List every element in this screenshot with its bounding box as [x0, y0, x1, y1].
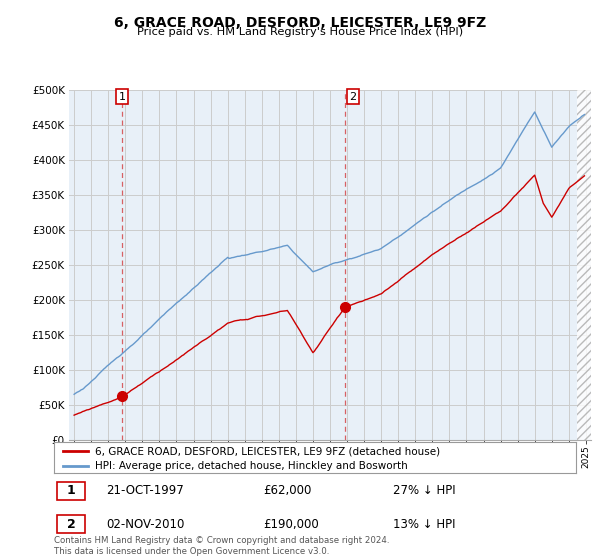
- Text: Price paid vs. HM Land Registry's House Price Index (HPI): Price paid vs. HM Land Registry's House …: [137, 27, 463, 37]
- Text: Contains HM Land Registry data © Crown copyright and database right 2024.
This d: Contains HM Land Registry data © Crown c…: [54, 536, 389, 556]
- Text: HPI: Average price, detached house, Hinckley and Bosworth: HPI: Average price, detached house, Hinc…: [95, 461, 407, 472]
- Text: 13% ↓ HPI: 13% ↓ HPI: [394, 518, 456, 531]
- Text: 6, GRACE ROAD, DESFORD, LEICESTER, LE9 9FZ: 6, GRACE ROAD, DESFORD, LEICESTER, LE9 9…: [114, 16, 486, 30]
- Text: £190,000: £190,000: [263, 518, 319, 531]
- Text: 27% ↓ HPI: 27% ↓ HPI: [394, 484, 456, 497]
- Text: 6, GRACE ROAD, DESFORD, LEICESTER, LE9 9FZ (detached house): 6, GRACE ROAD, DESFORD, LEICESTER, LE9 9…: [95, 446, 440, 456]
- Bar: [577, 90, 591, 440]
- FancyBboxPatch shape: [56, 482, 85, 500]
- Text: 02-NOV-2010: 02-NOV-2010: [106, 518, 185, 531]
- Text: 1: 1: [118, 92, 125, 101]
- Text: 1: 1: [67, 484, 76, 497]
- Text: 2: 2: [349, 92, 356, 101]
- Text: £62,000: £62,000: [263, 484, 311, 497]
- Text: 21-OCT-1997: 21-OCT-1997: [106, 484, 184, 497]
- FancyBboxPatch shape: [56, 515, 85, 534]
- Text: 2: 2: [67, 518, 76, 531]
